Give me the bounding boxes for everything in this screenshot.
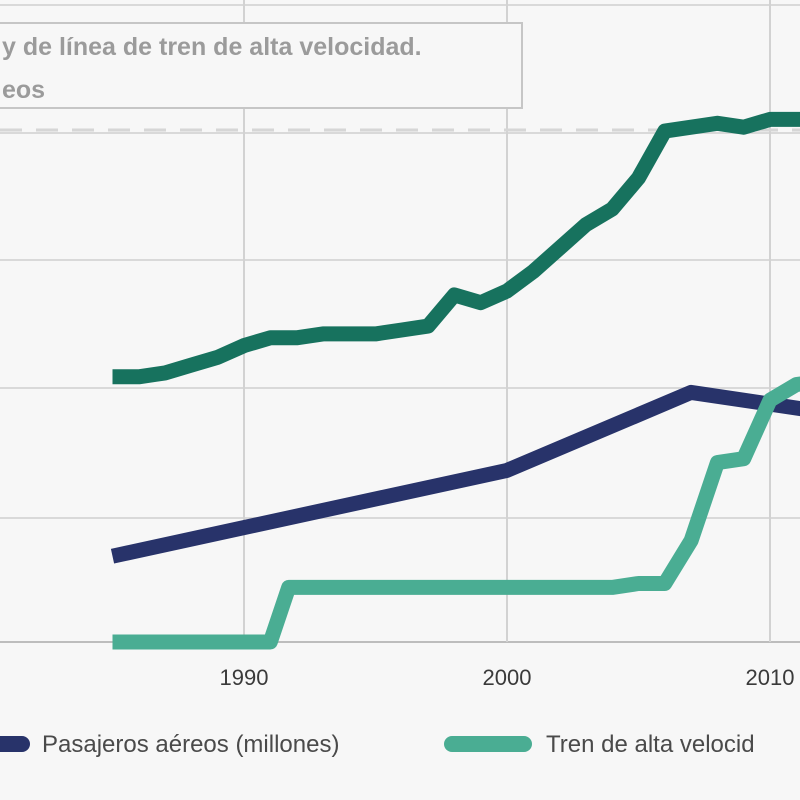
legend-item-high-speed-rail: Tren de alta velocid — [444, 731, 755, 758]
legend: Pasajeros aéreos (millones) Tren de alta… — [0, 731, 755, 758]
series-line-navy — [110, 384, 800, 564]
title-box: y de línea de tren de alta velocidad. eo… — [0, 22, 523, 109]
series-line-teal — [112, 376, 800, 650]
x-tick-label: 1990 — [220, 665, 269, 690]
x-tick-label: 2000 — [483, 665, 532, 690]
series-line-dark_green — [112, 111, 800, 385]
legend-label-high-speed-rail: Tren de alta velocid — [546, 731, 755, 758]
x-tick-label: 2010 — [746, 665, 795, 690]
series-lines — [110, 111, 800, 650]
title-line-2: eos — [2, 76, 45, 104]
legend-label-air-passengers: Pasajeros aéreos (millones) — [42, 731, 339, 758]
title-line-1: y de línea de tren de alta velocidad. — [2, 33, 422, 61]
legend-item-air-passengers: Pasajeros aéreos (millones) — [0, 731, 339, 758]
x-axis-ticks: 1990 2000 2010 — [220, 665, 795, 690]
